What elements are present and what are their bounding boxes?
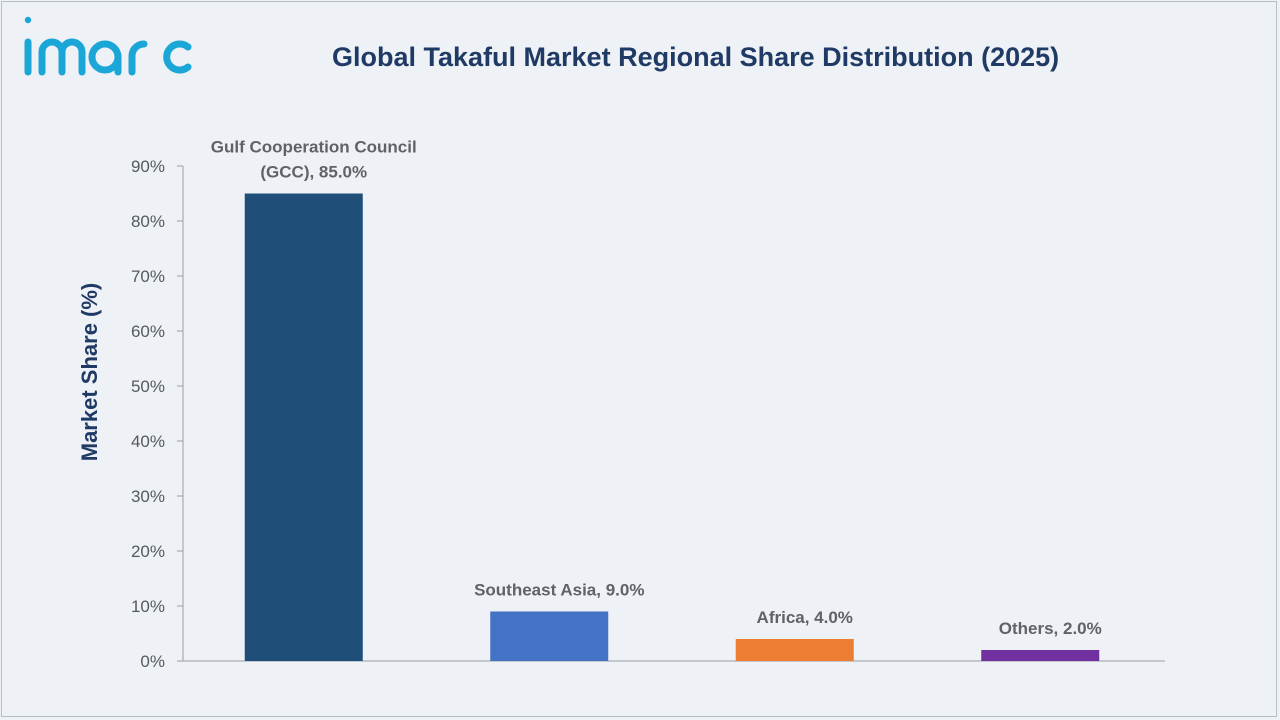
imarc-logo [24,16,192,76]
data-labels: Gulf Cooperation Council (GCC), 85.0% Sout… [211,138,1102,639]
y-tick-label: 20% [131,542,165,561]
bar-4 [981,650,1100,661]
y-tick-label: 0% [140,652,165,671]
y-tick-label: 10% [131,597,165,616]
bar-2 [490,611,609,661]
y-tick-label: 30% [131,487,165,506]
bars [244,193,1100,661]
data-label-2: Southeast Asia, 9.0% [474,581,644,600]
y-tick-label: 60% [131,322,165,341]
y-tick-label: 80% [131,212,165,231]
data-label-1: (GCC), 85.0% [260,163,367,182]
y-axis: 0% 10% 20% 30% 40% 50% 60% 70% 80% 90% [131,157,1165,671]
chart-title: Global Takaful Market Regional Share Dis… [332,42,1060,72]
data-label-4: Others, 2.0% [999,619,1102,638]
y-tick-label: 70% [131,267,165,286]
y-tick-label: 40% [131,432,165,451]
y-tick-label: 90% [131,157,165,176]
data-label-1: Gulf Cooperation Council [211,138,417,157]
bar-3 [735,639,854,661]
y-tick-label: 50% [131,377,165,396]
y-axis-title: Market Share (%) [77,283,102,462]
data-label-3: Africa, 4.0% [757,608,853,627]
bar-1 [244,193,363,661]
